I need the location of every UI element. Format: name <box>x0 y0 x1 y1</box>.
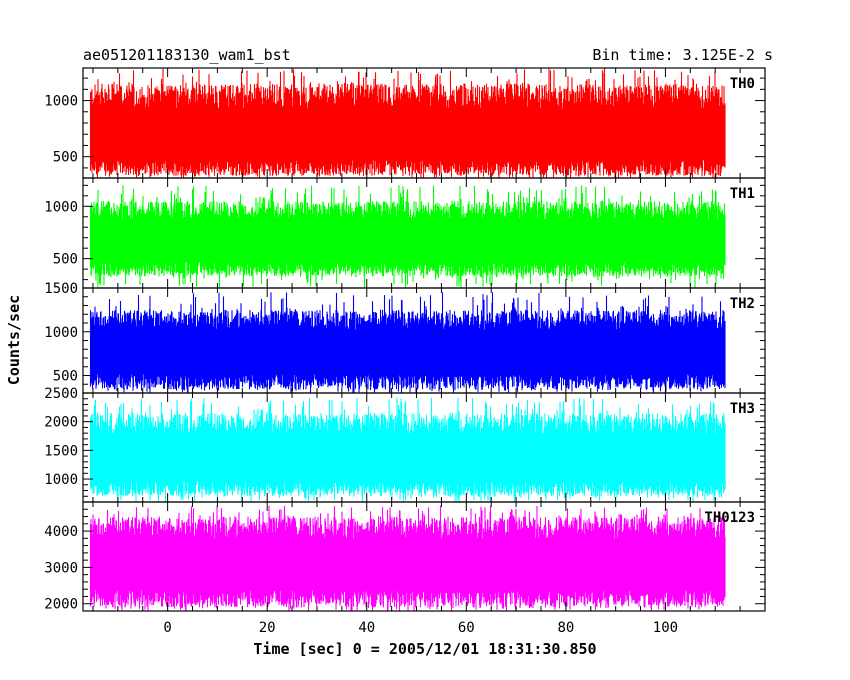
y-tick-label: 1000 <box>44 94 78 110</box>
x-tick-label: 100 <box>653 620 678 636</box>
y-tick-label: 500 <box>53 252 78 268</box>
y-tick-label: 500 <box>53 150 78 166</box>
x-tick-label: 20 <box>259 620 276 636</box>
panel-label: TH2 <box>730 296 755 312</box>
y-tick-label: 1000 <box>44 472 78 488</box>
panel-th0: 500 1000 TH0 <box>44 67 766 179</box>
series-th0123 <box>89 505 726 611</box>
y-tick-label: 1500 <box>44 281 78 297</box>
y-tick-label: 1000 <box>44 325 78 341</box>
y-tick-label: 1000 <box>44 199 78 215</box>
y-tick-label: 3000 <box>44 560 78 576</box>
y-tick-label: 500 <box>53 369 78 385</box>
y-tick-label: 1500 <box>44 443 78 459</box>
y-tick-label: 2500 <box>44 386 78 402</box>
y-tick-label: 2000 <box>44 415 78 431</box>
panel-label: TH1 <box>730 186 755 202</box>
chart-title-right: Bin time: 3.125E-2 s <box>592 46 773 64</box>
x-tick-label: 40 <box>358 620 375 636</box>
x-axis-ticks: 0 20 40 60 80 100 <box>163 620 678 636</box>
x-axis-label: Time [sec] 0 = 2005/12/01 18:31:30.850 <box>253 640 596 658</box>
panel-label: TH0123 <box>704 510 755 526</box>
series-th3 <box>89 397 726 502</box>
panel-th3: 1000 1500 2000 2500 TH3 <box>44 386 766 503</box>
x-tick-label: 0 <box>163 620 171 636</box>
chart-title-left: ae051201183130_wam1_bst <box>83 46 291 64</box>
y-axis-label: Counts/sec <box>5 295 23 385</box>
series-th2 <box>89 292 726 393</box>
panels: 500 1000 TH0 500 1000 TH1 500 1000 1500 TH2 1000 15… <box>44 67 766 613</box>
x-tick-label: 80 <box>557 620 574 636</box>
y-tick-label: 4000 <box>44 524 78 540</box>
panel-th1: 500 1000 TH1 <box>44 177 766 289</box>
series-th1 <box>89 185 726 288</box>
x-tick-label: 60 <box>458 620 475 636</box>
panel-frame <box>82 501 766 612</box>
panel-label: TH0 <box>730 76 755 92</box>
panel-th0123: 2000 3000 4000 TH0123 <box>44 501 766 613</box>
panel-th2: 500 1000 1500 TH2 <box>44 281 766 394</box>
series-th0 <box>89 68 726 178</box>
panel-label: TH3 <box>730 401 755 417</box>
y-tick-label: 2000 <box>44 597 78 613</box>
